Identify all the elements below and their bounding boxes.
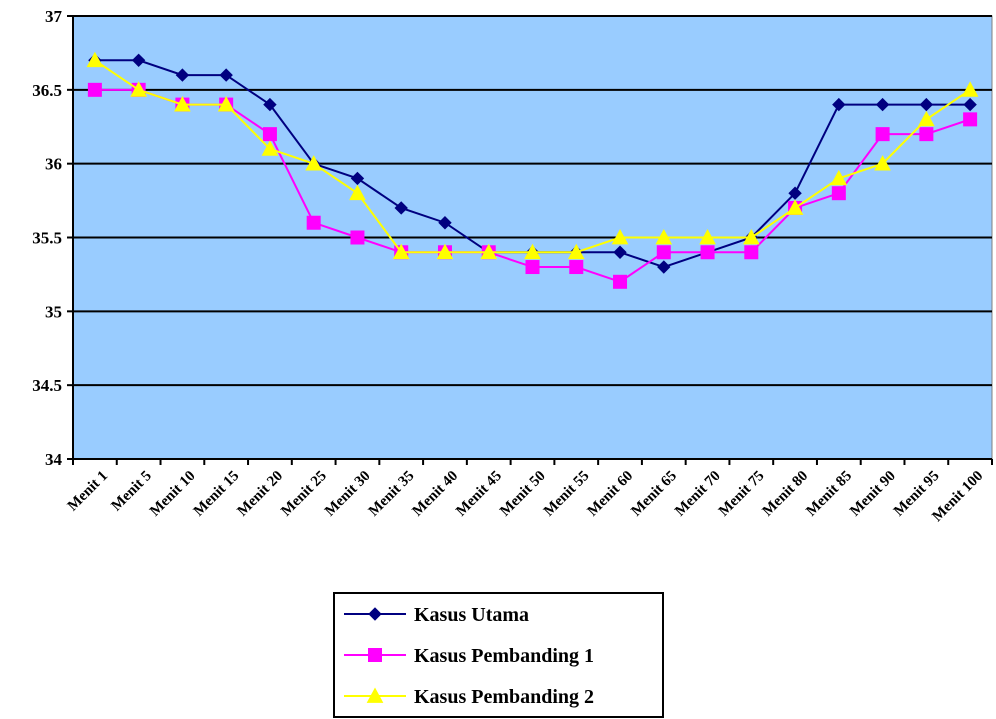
data-point (875, 127, 890, 142)
data-point (742, 228, 760, 245)
data-point (655, 228, 673, 245)
data-point (219, 68, 233, 82)
x-tick-label: Menit 35 (366, 468, 418, 520)
legend-entry: Kasus Utama (344, 604, 529, 626)
data-point (744, 245, 759, 260)
data-point (217, 96, 235, 112)
data-point (261, 140, 279, 156)
x-tick-label: Menit 40 (410, 468, 462, 520)
y-tick-label: 35.5 (32, 229, 62, 248)
data-point (349, 184, 366, 201)
data-point (788, 186, 802, 200)
legend-label: Kasus Utama (414, 604, 529, 626)
data-point (830, 169, 848, 186)
legend-entry: Kasus Pembanding 2 (344, 686, 594, 708)
data-point (350, 230, 365, 245)
data-point (130, 81, 147, 97)
data-point (567, 243, 585, 260)
x-tick-label: Menit 50 (497, 468, 549, 520)
gridlines (73, 15, 992, 387)
series-3 (86, 51, 979, 260)
x-tick-label: Menit 55 (541, 468, 593, 520)
data-point (525, 260, 540, 275)
x-tick-label: Menit 45 (453, 468, 505, 520)
data-point (963, 112, 978, 127)
data-point (86, 51, 104, 68)
data-point (436, 243, 454, 260)
x-tick-label: Menit 15 (191, 468, 243, 520)
data-point (569, 260, 584, 275)
triangle-icon (366, 687, 384, 703)
square-icon (368, 648, 382, 662)
data-point (613, 274, 628, 289)
series (86, 51, 979, 289)
x-tick-label: Menit 85 (803, 468, 855, 520)
data-point (786, 199, 804, 215)
data-point (832, 97, 846, 112)
legend-label: Kasus Pembanding 2 (414, 686, 594, 708)
x-tick-label: Menit 1 (65, 468, 111, 514)
x-tick-label: Menit 80 (760, 468, 812, 520)
x-tick-label: Menit 25 (278, 468, 330, 520)
data-point (613, 245, 627, 259)
diamond-icon (368, 607, 382, 621)
data-point (875, 97, 890, 112)
data-point (394, 201, 408, 215)
x-tick-label: Menit 65 (628, 468, 680, 520)
data-point (919, 97, 934, 112)
data-point (175, 68, 190, 82)
data-point (524, 243, 541, 260)
data-point (699, 228, 716, 245)
data-point (305, 155, 323, 171)
x-tick-label: Menit 30 (322, 468, 374, 520)
data-point (611, 228, 629, 245)
data-point (963, 97, 977, 112)
data-point (918, 110, 935, 127)
y-tick-label: 36 (45, 155, 62, 174)
data-point (961, 81, 979, 97)
data-point (306, 215, 321, 230)
data-point (262, 127, 277, 142)
y-tick-label: 36.5 (32, 81, 62, 100)
data-point (919, 127, 934, 142)
data-point (831, 186, 846, 201)
x-tick-label: Menit 10 (147, 468, 199, 520)
y-tick-label: 34 (45, 450, 63, 469)
data-point (657, 260, 671, 274)
data-point (392, 243, 410, 260)
series-2 (87, 82, 978, 289)
y-tick-label: 34.5 (32, 376, 62, 395)
y-tick-label: 35 (45, 302, 62, 321)
data-point (874, 155, 891, 171)
legend: Kasus Utama Kasus Pembanding 1 Kasus Pemba… (333, 592, 664, 718)
data-point (87, 82, 102, 97)
data-point (656, 245, 671, 260)
data-point (438, 216, 452, 230)
data-point (174, 96, 191, 112)
x-tick-label: Menit 70 (672, 468, 724, 520)
data-point (263, 97, 277, 112)
x-tick-label: Menit 60 (585, 468, 637, 520)
x-tick-label: Menit 90 (847, 468, 899, 520)
legend-label: Kasus Pembanding 1 (414, 645, 594, 667)
data-point (480, 243, 498, 260)
y-tick-label: 37 (45, 7, 63, 26)
x-tick-label: Menit 75 (716, 468, 768, 520)
legend-entry: Kasus Pembanding 1 (344, 645, 594, 667)
axes (67, 15, 993, 465)
data-point (350, 171, 365, 186)
y-tick-labels: 34 34.5 35 35.5 36 36.5 37 (32, 7, 62, 469)
x-tick-label: Menit 20 (235, 468, 287, 520)
data-point (131, 53, 146, 68)
data-point (700, 245, 715, 260)
